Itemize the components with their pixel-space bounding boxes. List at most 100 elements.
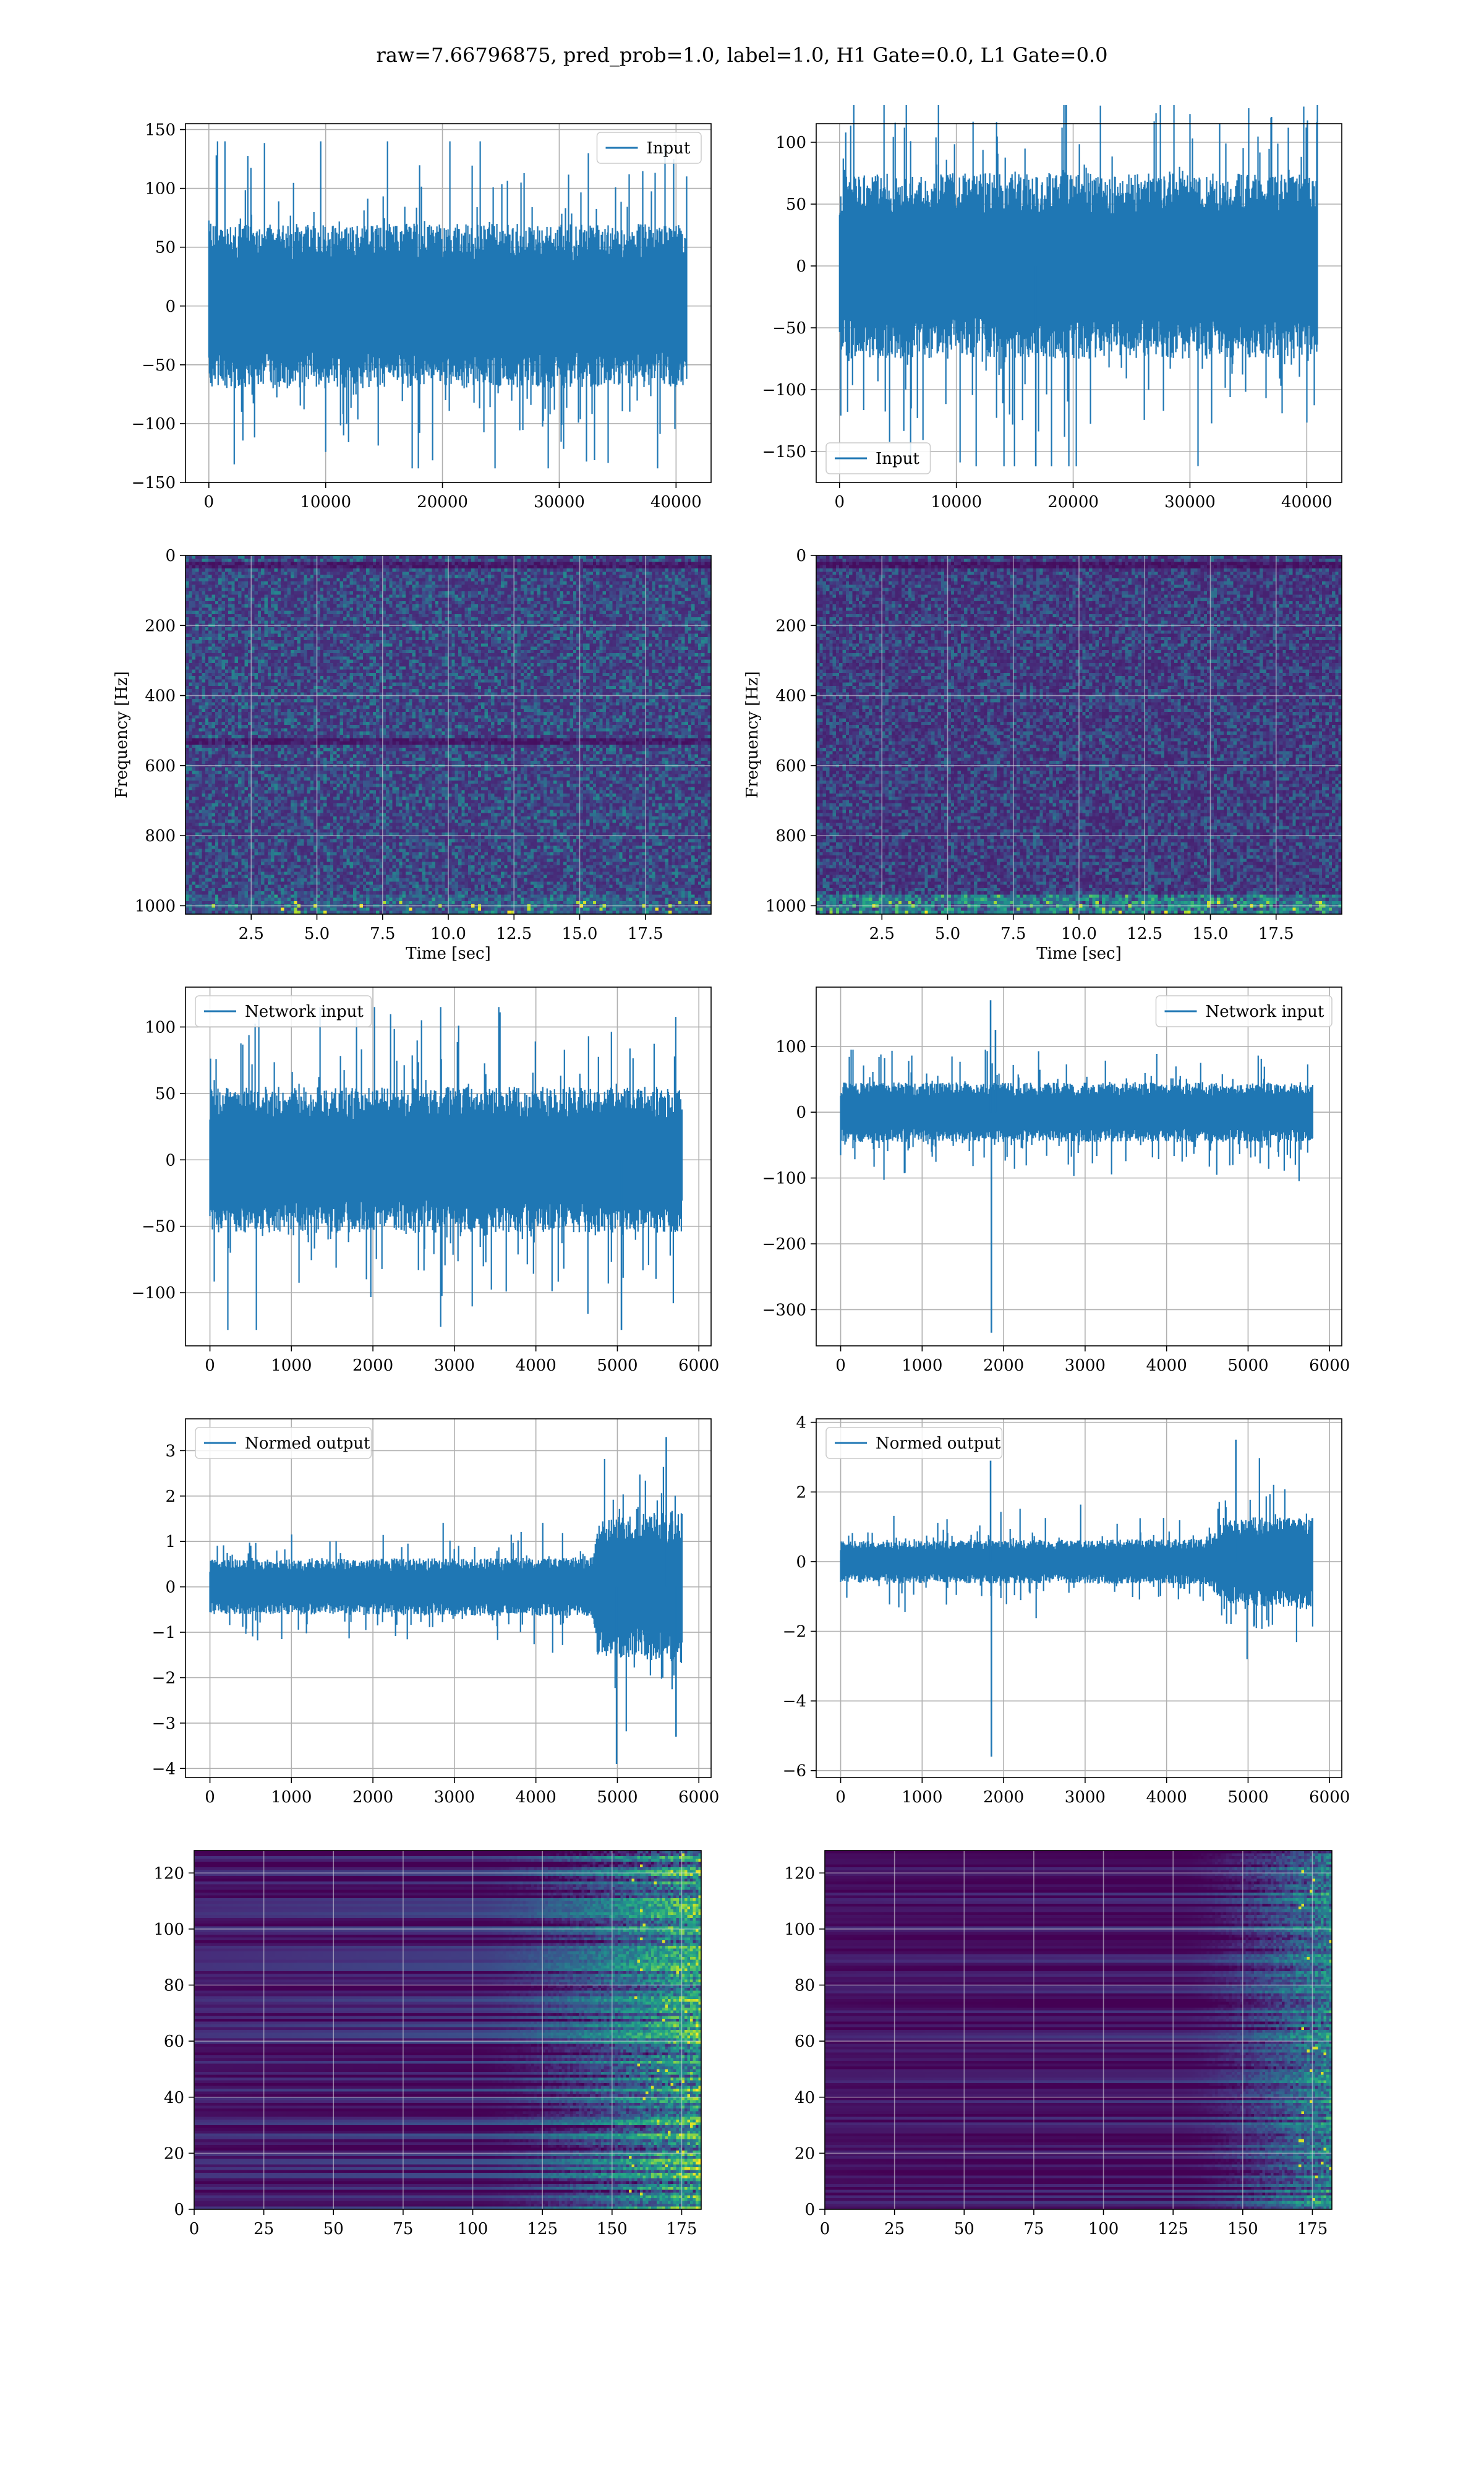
x-tick-label: 25 [884, 2220, 905, 2238]
y-tick-label: 400 [775, 687, 806, 706]
feature-map-h1-axes: 0 25 50 75 100 125 150 175 0 20 40 60 80 100 120 [153, 1850, 702, 2238]
y-tick-label: 0 [796, 547, 806, 565]
y-tick-label: −2 [783, 1622, 806, 1641]
normed-output-h1-series-line [209, 1458, 683, 1732]
x-tick-label: 4000 [1146, 1788, 1187, 1807]
normed-output-l1-series-line [840, 1458, 1313, 1659]
y-tick-label: −50 [772, 319, 806, 338]
x-tick-label: 40000 [650, 493, 702, 511]
y-tick-label: 120 [784, 1864, 815, 1883]
y-tick-label: −100 [762, 381, 806, 400]
x-tick-label: 6000 [678, 1356, 719, 1375]
y-tick-label: 0 [165, 547, 176, 565]
feature-map-h1-frame [194, 1850, 702, 2210]
x-tick-label: 0 [835, 1356, 846, 1375]
x-tick-label: 125 [527, 2220, 558, 2238]
y-tick-label: 2 [165, 1487, 176, 1506]
network-input-l1-axes: 0 1000 2000 3000 4000 5000 6000 −300 −200 −100 0 10… [762, 987, 1350, 1375]
legend-box [596, 132, 702, 164]
y-tick-label: −2 [152, 1669, 176, 1687]
y-tick-label: 600 [145, 757, 176, 776]
x-tick-label: 5000 [597, 1788, 638, 1807]
raw-input-l1-axes: 0 10000 20000 30000 40000 −150 −100 −50 0 50 100 In… [762, 105, 1342, 511]
y-tick-label: 0 [804, 2201, 815, 2219]
y-tick-label: −150 [762, 443, 806, 461]
x-tick-label: 1000 [271, 1788, 312, 1807]
x-tick-label: 12.5 [496, 925, 532, 943]
network-input-h1-series-line [209, 1007, 683, 1330]
raw-input-l1-legend: Input [825, 442, 931, 474]
y-tick-label: 120 [153, 1864, 184, 1883]
y-tick-label: 20 [795, 2144, 815, 2163]
y-tick-label: −150 [132, 474, 176, 492]
x-tick-label: 100 [458, 2220, 488, 2238]
y-tick-label: −100 [132, 415, 176, 434]
x-tick-label: 2000 [983, 1788, 1024, 1807]
x-tick-label: 30000 [1164, 493, 1216, 511]
x-tick-label: 150 [597, 2220, 628, 2238]
y-tick-label: 20 [164, 2144, 184, 2163]
y-tick-label: 800 [775, 827, 806, 845]
network-input-h1-axes: 0 1000 2000 3000 4000 5000 6000 −100 −50 0 50 100 Ne… [132, 987, 719, 1375]
y-tick-label: 0 [165, 297, 176, 316]
x-tick-label: 50 [954, 2220, 974, 2238]
x-tick-label: 20000 [1047, 493, 1099, 511]
normed-output-l1-frame [816, 1418, 1342, 1778]
x-tick-label: 17.5 [628, 925, 663, 943]
y-tick-label: 100 [775, 134, 806, 152]
x-tick-label: 2000 [352, 1788, 393, 1807]
raw-input-h1-legend: Input [596, 132, 702, 164]
spectrogram-l1-ylabel: Frequency [Hz] [743, 671, 762, 798]
y-tick-label: 60 [164, 2032, 184, 2051]
x-tick-label: 0 [204, 493, 215, 511]
x-tick-label: 30000 [534, 493, 585, 511]
y-tick-label: −1 [152, 1624, 176, 1642]
x-tick-label: 2000 [352, 1356, 393, 1375]
feature-map-h1-raster [194, 1851, 701, 2209]
raw-input-l1-frame [816, 123, 1342, 483]
y-tick-label: 150 [145, 121, 176, 140]
x-tick-label: 2000 [983, 1356, 1024, 1375]
y-tick-label: −50 [142, 1218, 176, 1236]
y-tick-label: 40 [795, 2089, 815, 2107]
feature-map-l1-frame [824, 1850, 1333, 2210]
y-tick-label: 40 [164, 2089, 184, 2107]
y-tick-label: 2 [796, 1483, 806, 1502]
legend-box [1155, 995, 1333, 1027]
x-tick-label: 1000 [271, 1356, 312, 1375]
x-tick-label: 6000 [1309, 1356, 1350, 1375]
x-tick-label: 6000 [678, 1788, 719, 1807]
y-tick-label: 100 [145, 1018, 176, 1037]
x-tick-label: 2.5 [869, 925, 895, 943]
raw-input-h1-axes: 0 10000 20000 30000 40000 −150 −100 −50 0 50 100 15… [132, 121, 712, 511]
x-tick-label: 3000 [1065, 1356, 1106, 1375]
y-tick-label: 0 [165, 1578, 176, 1597]
y-tick-label: 100 [145, 180, 176, 199]
x-tick-label: 0 [835, 1788, 846, 1807]
x-tick-label: 25 [254, 2220, 274, 2238]
x-tick-label: 4000 [516, 1356, 556, 1375]
y-tick-label: −100 [762, 1170, 806, 1188]
x-tick-label: 1000 [902, 1788, 942, 1807]
x-tick-label: 5.0 [304, 925, 330, 943]
y-tick-label: 400 [145, 687, 176, 706]
spectrogram-h1-ylabel: Frequency [Hz] [113, 671, 131, 798]
x-tick-label: 3000 [1065, 1788, 1106, 1807]
x-tick-label: 5000 [1227, 1356, 1268, 1375]
spectrogram-h1-xlabel: Time [sec] [406, 944, 491, 963]
legend-label: Input [876, 450, 919, 468]
x-tick-label: 15.0 [562, 925, 598, 943]
x-tick-label: 3000 [434, 1356, 475, 1375]
legend-label: Network input [1206, 1003, 1324, 1021]
y-tick-label: 80 [164, 1977, 184, 1995]
x-tick-label: 0 [820, 2220, 830, 2238]
x-tick-label: 7.5 [1000, 925, 1026, 943]
normed-output-h1-legend: Normed output [195, 1427, 372, 1459]
y-tick-label: 600 [775, 757, 806, 776]
feature-map-l1-raster [825, 1851, 1332, 2209]
network-input-l1-series-line [840, 1050, 1313, 1181]
y-tick-label: −50 [142, 356, 176, 375]
y-tick-label: 0 [165, 1151, 176, 1170]
y-tick-label: 50 [155, 239, 176, 257]
